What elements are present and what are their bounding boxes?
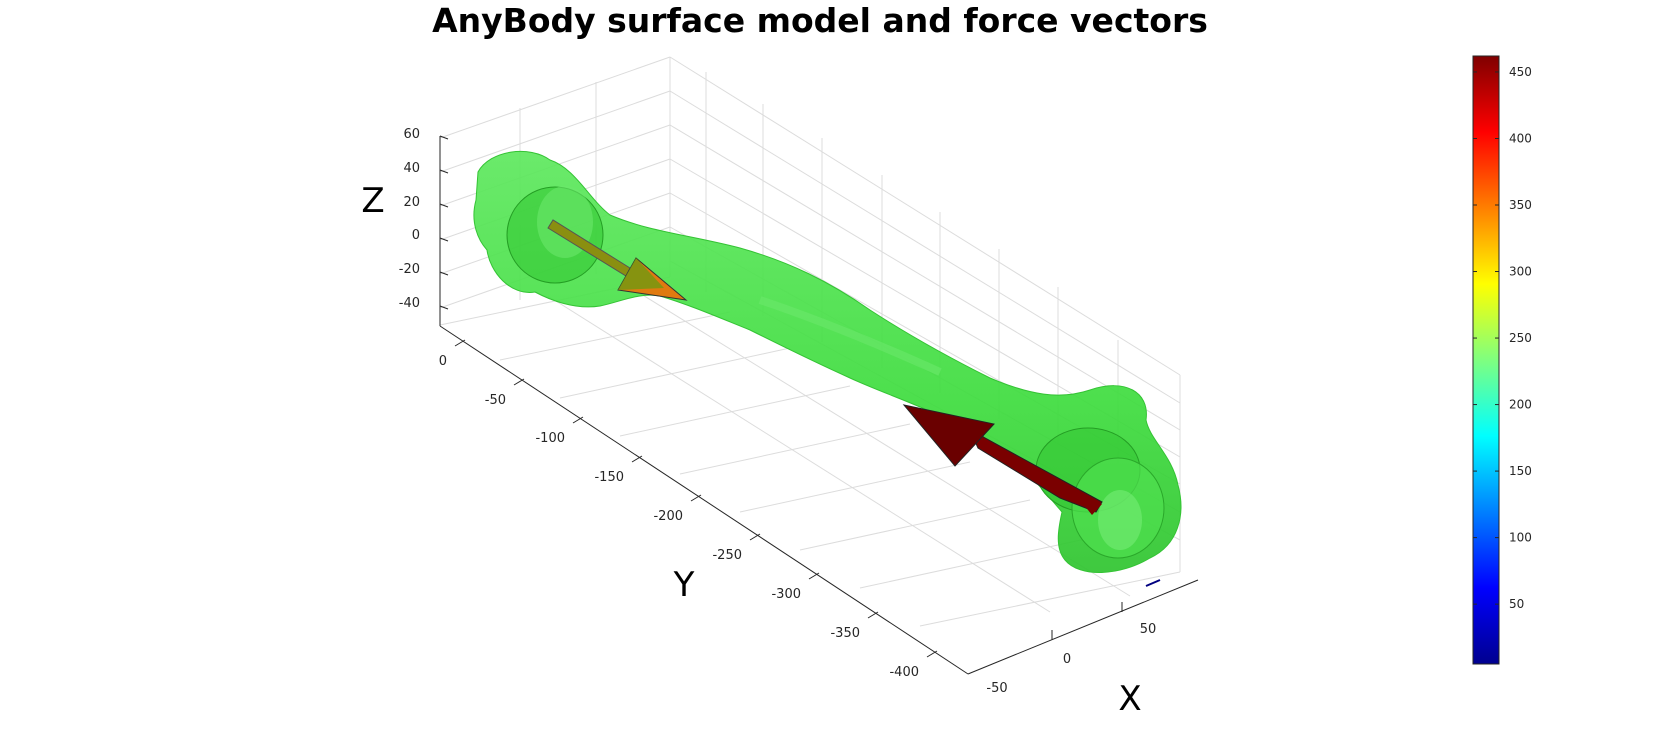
colorbar-gradient [1472, 55, 1500, 665]
y-tick-label: -350 [830, 626, 860, 641]
force-vector-proximal [547, 219, 688, 301]
x-axis-label: X [1118, 679, 1141, 719]
z-axis-label: Z [361, 181, 384, 221]
colorbar-tick-label: 100 [1509, 531, 1532, 545]
colorbar-tick-label: 350 [1509, 198, 1532, 212]
y-tick-label: -250 [712, 548, 742, 563]
colorbar-tick-label: 50 [1509, 597, 1524, 611]
y-tick-label: -300 [771, 587, 801, 602]
x-tick-label: 0 [1063, 652, 1071, 667]
colorbar-tick-label: 300 [1509, 265, 1532, 279]
x-tick-label: -50 [986, 681, 1007, 696]
z-tick-label: 0 [412, 228, 420, 243]
y-axis-label: Y [673, 565, 695, 605]
force-vector-distal [902, 404, 1103, 515]
y-tick-label: -150 [594, 470, 624, 485]
colorbar-tick-label: 200 [1509, 398, 1532, 412]
y-tick-label: 0 [439, 354, 447, 369]
z-tick-label: -20 [399, 262, 420, 277]
y-tick-label: -100 [535, 431, 565, 446]
colorbar-tick-label: 450 [1509, 65, 1532, 79]
small-vector-marker [1145, 579, 1161, 587]
chart-title: AnyBody surface model and force vectors [432, 1, 1208, 40]
axes-lines [439, 136, 1199, 675]
colorbar: 450 400 350 300 250 200 150 100 50 [1472, 55, 1532, 665]
z-axis-ticks: 60 40 20 0 -20 -40 [399, 127, 449, 311]
colorbar-tick-label: 400 [1509, 131, 1532, 145]
x-axis-ticks: -50 0 50 [986, 602, 1156, 696]
z-tick-label: -40 [399, 296, 420, 311]
z-tick-label: 40 [403, 161, 420, 176]
x-tick-label: 50 [1140, 622, 1157, 637]
y-tick-label: -400 [889, 665, 919, 680]
z-tick-label: 20 [403, 195, 420, 210]
colorbar-tick-label: 150 [1509, 464, 1532, 478]
y-tick-label: -200 [653, 509, 683, 524]
y-tick-label: -50 [485, 393, 506, 408]
y-axis-ticks: 0 -50 -100 -150 -200 -250 -300 -350 -400 [439, 339, 938, 680]
colorbar-tick-label: 250 [1509, 331, 1532, 345]
z-tick-label: 60 [403, 127, 420, 142]
bone-surface [473, 150, 1182, 573]
